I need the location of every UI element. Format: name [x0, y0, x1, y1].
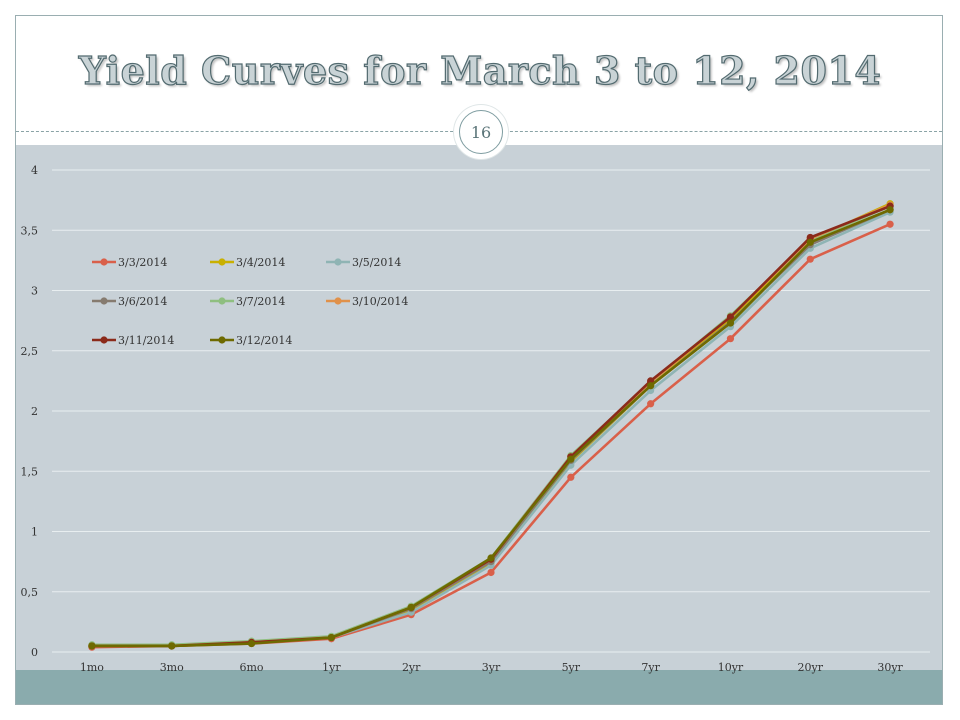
legend-label: 3/6/2014	[118, 295, 167, 308]
series-line	[91, 203, 891, 648]
x-tick-label: 20yr	[798, 661, 824, 674]
slide-title: Yield Curves for March 3 to 12, 2014	[78, 47, 882, 93]
legend-swatch-marker	[100, 297, 108, 305]
y-tick-label: 2,5	[21, 345, 39, 358]
x-tick-label: 3mo	[160, 661, 184, 674]
legend-label: 3/12/2014	[236, 334, 292, 347]
x-tick-label: 1mo	[80, 661, 104, 674]
data-point	[806, 238, 814, 246]
data-point	[806, 255, 814, 263]
data-point	[726, 335, 735, 343]
series-line	[91, 204, 891, 647]
x-tick-label: 7yr	[641, 661, 660, 674]
legend-label: 3/11/2014	[118, 334, 174, 347]
data-point	[726, 319, 735, 327]
data-point	[567, 473, 575, 481]
y-tick-label: 2	[31, 405, 38, 418]
page-number-badge: 16	[454, 105, 508, 159]
x-tick-label: 5yr	[562, 661, 581, 674]
x-tick-label: 3yr	[482, 661, 501, 674]
data-point	[647, 400, 655, 408]
data-point	[168, 642, 176, 650]
footer-band	[16, 670, 942, 704]
data-point	[327, 633, 335, 642]
legend-label: 3/10/2014	[352, 295, 408, 308]
legend-swatch-marker	[218, 297, 226, 305]
series-line	[91, 208, 891, 648]
data-point	[886, 220, 894, 228]
data-point	[726, 313, 735, 321]
y-tick-label: 0	[31, 646, 38, 659]
y-tick-label: 3,5	[21, 224, 39, 237]
data-point	[247, 639, 256, 648]
data-point	[487, 554, 495, 562]
data-point	[647, 382, 655, 390]
legend-label: 3/4/2014	[236, 256, 285, 269]
legend-label: 3/5/2014	[352, 256, 401, 269]
chart-background	[16, 145, 942, 670]
legend-swatch-marker	[218, 336, 226, 344]
legend-label: 3/3/2014	[118, 256, 167, 269]
legend-swatch-marker	[218, 258, 226, 266]
series-line	[91, 204, 891, 648]
y-tick-label: 1,5	[21, 465, 39, 478]
legend-swatch-marker	[100, 258, 108, 266]
data-point	[487, 568, 495, 577]
legend-swatch-marker	[334, 258, 342, 266]
y-tick-label: 4	[31, 164, 38, 177]
x-tick-label: 10yr	[718, 661, 744, 674]
y-tick-label: 1	[31, 526, 38, 539]
series-line	[91, 202, 891, 648]
legend-label: 3/7/2014	[236, 295, 285, 308]
data-point	[567, 455, 575, 463]
data-point	[407, 603, 415, 612]
y-tick-label: 3	[31, 285, 38, 298]
legend-swatch-marker	[100, 336, 108, 344]
legend-swatch-marker	[334, 297, 342, 305]
x-tick-label: 2yr	[402, 661, 421, 674]
series-line	[91, 208, 891, 648]
y-tick-label: 0,5	[21, 586, 39, 599]
x-tick-label: 6mo	[240, 661, 264, 674]
page-number: 16	[459, 110, 503, 154]
data-point	[88, 642, 96, 650]
x-tick-label: 30yr	[877, 661, 903, 674]
data-point	[886, 206, 894, 214]
x-tick-label: 1yr	[322, 661, 341, 674]
